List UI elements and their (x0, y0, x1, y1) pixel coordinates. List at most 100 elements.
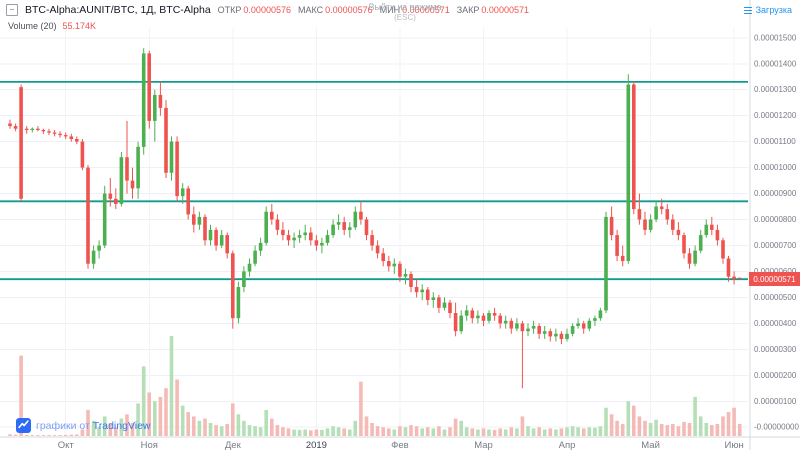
volume-bar (231, 403, 235, 436)
candle (492, 313, 497, 316)
close-label: ЗАКР (456, 5, 480, 15)
support-resistance-lines[interactable] (0, 81, 748, 281)
candle (637, 209, 642, 220)
candle (403, 274, 408, 277)
candle (270, 211, 274, 220)
candle (108, 193, 113, 199)
candle (320, 242, 324, 246)
ohlc-open: ОТКР 0.00000576 (218, 5, 291, 15)
volume-bar (710, 425, 714, 436)
candle (375, 245, 380, 254)
candle (470, 310, 475, 319)
candle (704, 224, 709, 236)
time-axis[interactable]: Окт Ноя Дек 2019 Фев Мар Апр Май Июн (58, 440, 744, 450)
candle (158, 94, 163, 108)
candle (314, 240, 319, 246)
candle (581, 323, 586, 329)
candle (236, 287, 241, 319)
volume-bar (453, 418, 458, 436)
volume-series (8, 336, 742, 436)
candle (559, 333, 564, 339)
volume-bar (604, 407, 608, 436)
volume-bar (158, 396, 163, 436)
volume-bar (270, 418, 274, 436)
candle (175, 141, 179, 197)
volume-bar (576, 427, 580, 436)
candle (264, 211, 268, 243)
watermark-brand: TradingView (92, 419, 151, 432)
volume-bar (281, 427, 285, 436)
volume-indicator-label: Volume (20) (8, 21, 57, 31)
candle (665, 209, 670, 220)
candle (331, 224, 335, 236)
volume-bar (398, 426, 402, 436)
price-axis-tick: 0.00000300 (754, 345, 797, 354)
volume-bar (598, 426, 603, 436)
volume-bar (292, 429, 296, 436)
candle (69, 136, 74, 139)
candle (342, 222, 346, 230)
volume-indicator-value: 55.174K (62, 21, 97, 31)
volume-bar (136, 403, 140, 436)
candle (63, 135, 68, 137)
candle (437, 297, 441, 308)
price-axis-tick: 0.00000400 (754, 319, 797, 328)
candle (570, 326, 575, 334)
symbol-title[interactable]: BTC-Alpha:AUNIT/BTC, 1Д, BTC-Alpha (25, 4, 211, 16)
volume-bar (409, 425, 413, 436)
volume-bar (286, 428, 291, 436)
grid-lines (0, 28, 748, 437)
candle (80, 141, 85, 168)
candle (164, 107, 168, 173)
low-label: МИН (379, 5, 401, 15)
candle (476, 315, 480, 319)
loading-button[interactable]: Загрузка (743, 5, 792, 15)
volume-indicator-legend[interactable]: Volume (20) 55.174K (8, 21, 96, 31)
time-axis-label: Мар (474, 440, 493, 450)
candle (509, 320, 514, 329)
legend-collapse-icon[interactable]: − (6, 4, 18, 16)
candle (548, 331, 553, 337)
price-axis-tick: 0.00001100 (754, 137, 796, 146)
volume-bar (704, 423, 709, 436)
volume-bar (414, 426, 419, 436)
volume-bar (448, 427, 452, 436)
candle-series (8, 48, 742, 389)
time-axis-label: Июн (724, 440, 743, 450)
volume-bar (147, 392, 151, 436)
candle (448, 302, 452, 313)
time-axis-label: Ноя (141, 440, 158, 450)
volume-bar (52, 435, 57, 436)
volume-bar (698, 416, 703, 436)
candle (24, 128, 29, 130)
volume-bar (41, 435, 46, 436)
price-axis[interactable]: 0.00001500 0.00001400 0.00001300 0.00001200… (754, 33, 799, 431)
price-axis-tick: 0.00001500 (754, 33, 797, 42)
candle (648, 219, 653, 230)
volume-bar (470, 428, 475, 436)
candle (197, 216, 202, 225)
volume-bar (403, 427, 408, 436)
time-axis-label: Дек (225, 440, 242, 450)
candle (359, 211, 363, 220)
volume-bar (24, 434, 29, 436)
candle (537, 326, 541, 334)
volume-bar (637, 416, 642, 436)
candle (353, 211, 358, 228)
tradingview-attribution-link[interactable]: графики от TradingView (16, 418, 151, 433)
volume-bar (732, 407, 736, 436)
current-price-tag: 0.00000571 (749, 272, 800, 286)
volume-bar (30, 435, 35, 436)
candle (626, 84, 631, 261)
candle (125, 157, 129, 181)
candle (336, 222, 341, 225)
candle (8, 123, 12, 127)
candle (609, 216, 614, 236)
volume-bar (431, 428, 436, 436)
volume-bar (437, 426, 441, 436)
volume-bar (520, 416, 525, 436)
candle (292, 237, 296, 241)
candle (654, 206, 658, 220)
